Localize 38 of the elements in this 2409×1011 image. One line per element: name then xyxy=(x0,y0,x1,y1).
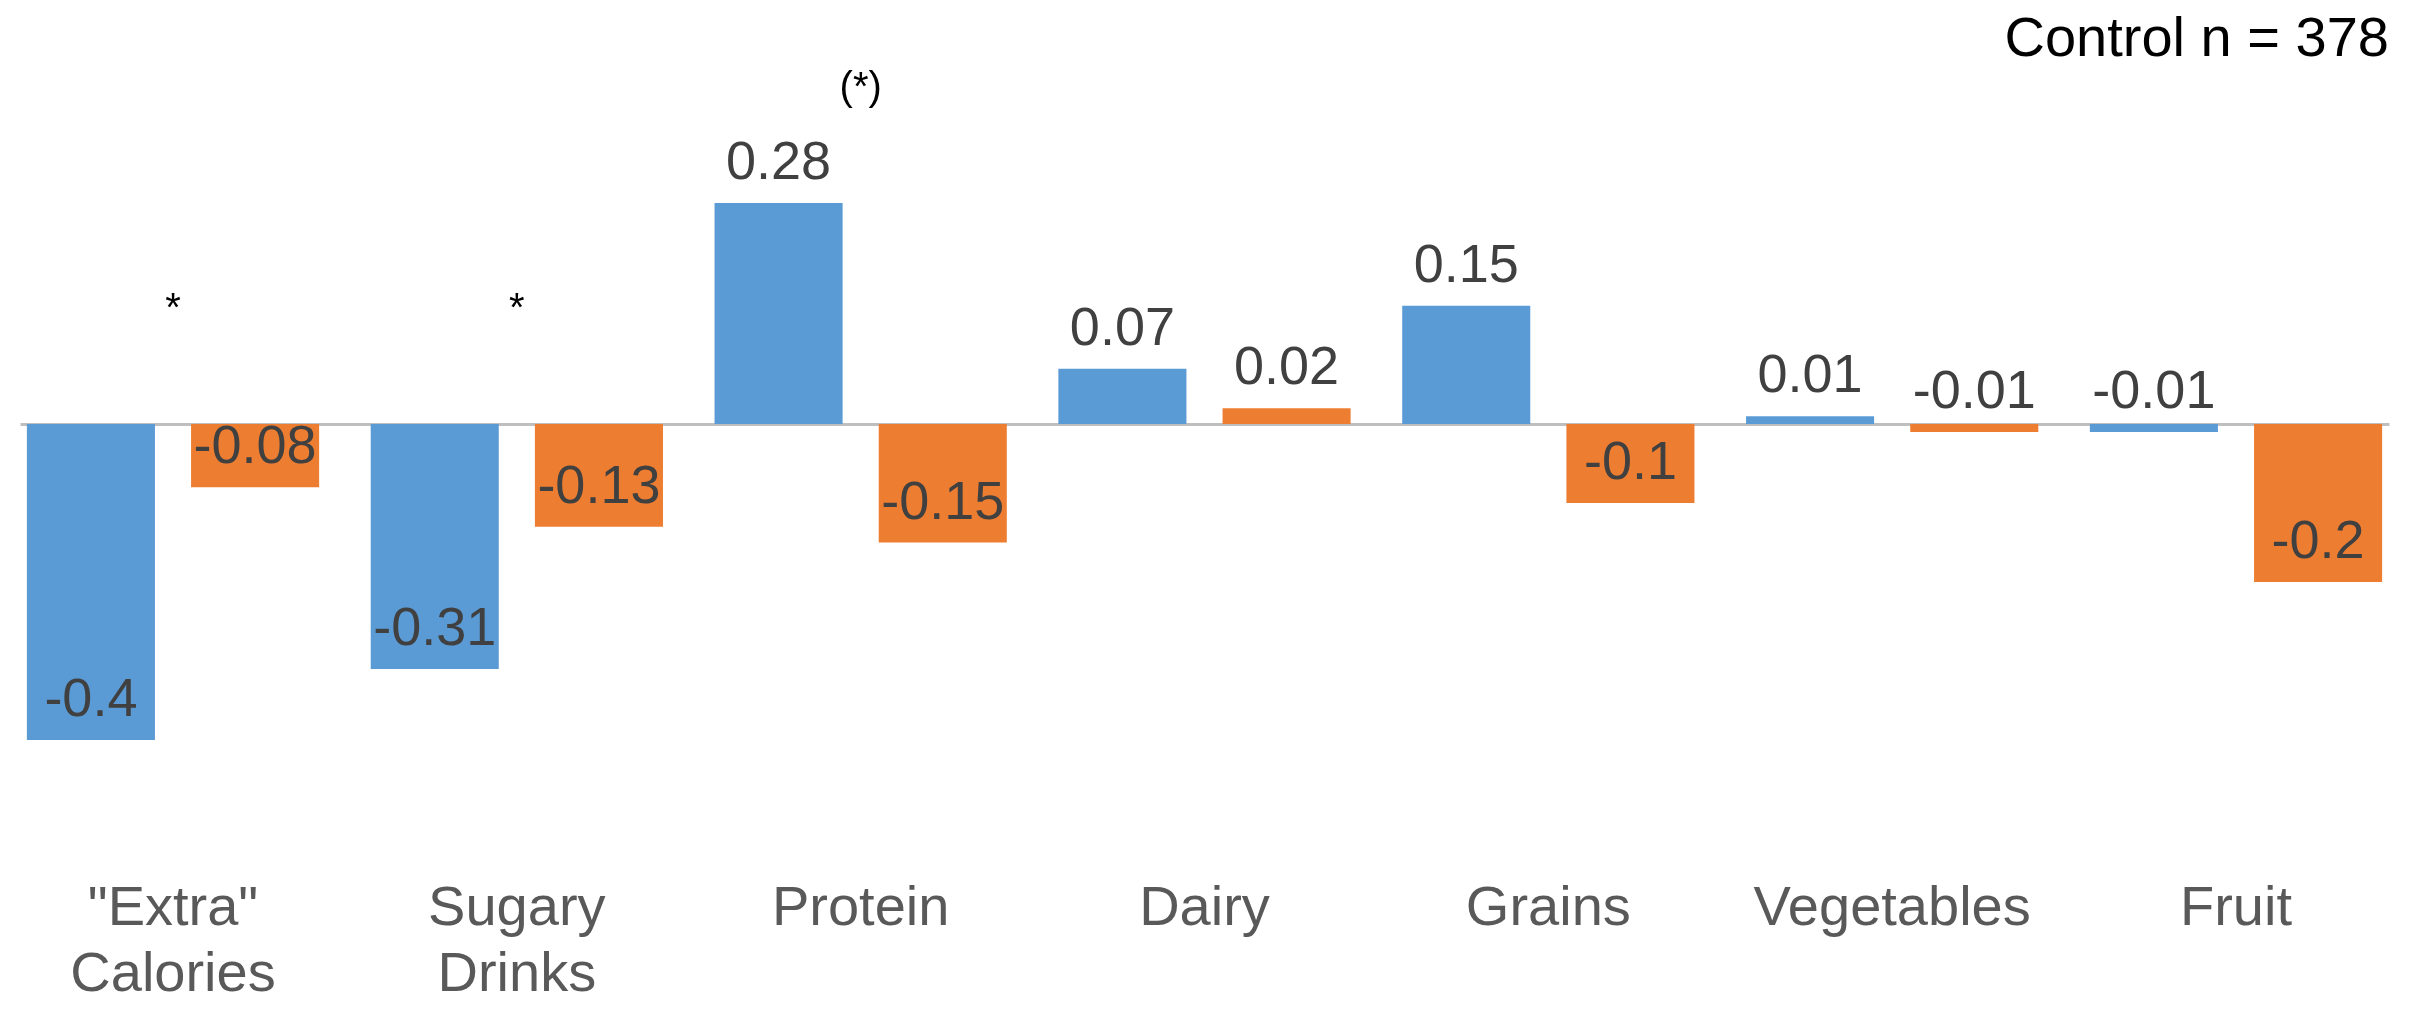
data-label: -0.15 xyxy=(881,469,1005,530)
data-label: -0.2 xyxy=(2271,509,2365,570)
bar xyxy=(1566,424,1695,504)
x-tick-label: Fruit xyxy=(2179,873,2293,937)
x-tick-label: Sugary Drinks xyxy=(428,873,606,1003)
bar xyxy=(1058,368,1187,425)
x-tick-label: Grains xyxy=(1465,873,1631,937)
bar xyxy=(1746,416,1875,425)
bar xyxy=(1910,424,2039,433)
x-tick-label: Vegetables xyxy=(1753,873,2031,937)
data-label: 0.28 xyxy=(726,130,832,190)
data-label: 0.01 xyxy=(1757,343,1863,404)
text: (*) xyxy=(839,64,882,108)
data-label: -0.13 xyxy=(537,453,661,514)
data-label: -0.01 xyxy=(2092,359,2216,420)
data-label: 0.02 xyxy=(1234,335,1340,396)
data-label: -0.1 xyxy=(1583,430,1677,491)
bar xyxy=(26,424,155,740)
data-label: -0.31 xyxy=(373,595,497,656)
x-tick-label: "Extra" Calories xyxy=(70,873,276,1003)
bar xyxy=(2254,424,2383,583)
bar xyxy=(714,203,843,425)
x-tick-label: Dairy xyxy=(1139,873,1270,937)
bar xyxy=(370,424,499,669)
annotation: * xyxy=(165,285,181,330)
data-label: -0.01 xyxy=(1912,359,2036,420)
data-label: 0.07 xyxy=(1069,295,1175,356)
x-tick-label: Protein xyxy=(771,873,950,937)
data-label: -0.4 xyxy=(44,667,138,727)
text: Control n = 378 xyxy=(2004,5,2389,68)
bar xyxy=(1222,408,1351,425)
bar xyxy=(1402,305,1531,425)
data-label: 0.15 xyxy=(1413,232,1519,293)
bar xyxy=(2089,424,2218,433)
bar xyxy=(878,424,1007,543)
annotation: * xyxy=(509,285,525,330)
data-label: -0.08 xyxy=(193,414,317,475)
bar xyxy=(534,424,663,527)
